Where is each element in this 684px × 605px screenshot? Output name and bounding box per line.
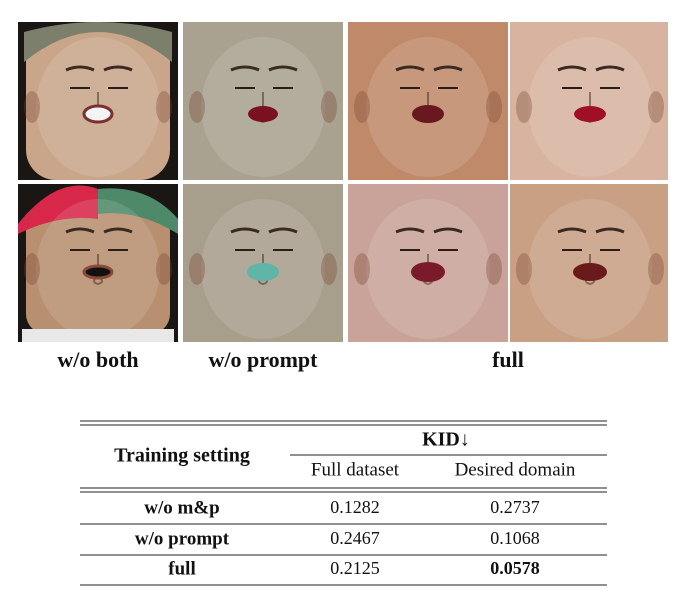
row-label: w/o prompt (135, 528, 230, 549)
face-image (510, 184, 668, 342)
cell: 0.1282 (330, 497, 380, 517)
face-image (18, 184, 178, 342)
header-cell: Full dataset (311, 459, 400, 480)
face-image (183, 184, 343, 342)
face-image (183, 22, 343, 180)
caption: w/o both (57, 347, 138, 372)
cell: 0.0578 (490, 558, 540, 578)
face-image (348, 22, 508, 180)
header-cell: KID↓ (422, 429, 470, 451)
row-label: w/o m&p (144, 497, 219, 518)
cell: 0.2125 (330, 558, 380, 578)
face-image (348, 184, 508, 342)
table: Training setting KID↓ Full dataset Desir… (80, 420, 607, 586)
face-image (18, 22, 178, 180)
header-cell: Training setting (114, 445, 250, 467)
image-grid (18, 22, 668, 342)
face-image (510, 22, 668, 180)
cell: 0.2737 (490, 497, 540, 517)
cell: 0.1068 (490, 528, 540, 548)
caption: w/o prompt (209, 347, 319, 372)
caption: full (492, 347, 524, 372)
row-label: full (168, 558, 195, 579)
cell: 0.2467 (330, 528, 380, 548)
header-cell: Desired domain (455, 459, 576, 480)
